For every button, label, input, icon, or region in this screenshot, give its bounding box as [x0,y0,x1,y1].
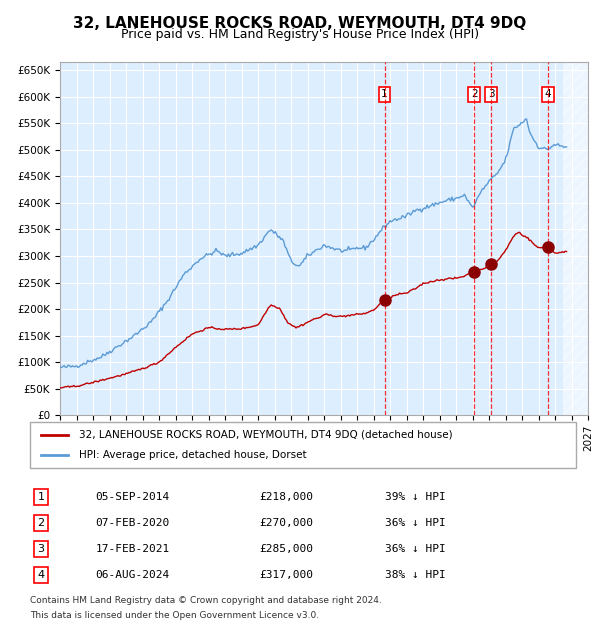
Text: 4: 4 [545,89,551,99]
Text: 38% ↓ HPI: 38% ↓ HPI [385,570,446,580]
Text: 07-FEB-2020: 07-FEB-2020 [95,518,170,528]
Text: £270,000: £270,000 [259,518,313,528]
Text: Price paid vs. HM Land Registry's House Price Index (HPI): Price paid vs. HM Land Registry's House … [121,28,479,41]
Text: 3: 3 [37,544,44,554]
Text: 1: 1 [37,492,44,502]
Text: 1: 1 [381,89,388,99]
Text: 36% ↓ HPI: 36% ↓ HPI [385,518,446,528]
Text: 05-SEP-2014: 05-SEP-2014 [95,492,170,502]
Text: 2: 2 [37,518,44,528]
Text: 06-AUG-2024: 06-AUG-2024 [95,570,170,580]
Text: 32, LANEHOUSE ROCKS ROAD, WEYMOUTH, DT4 9DQ (detached house): 32, LANEHOUSE ROCKS ROAD, WEYMOUTH, DT4 … [79,430,453,440]
Text: 3: 3 [488,89,494,99]
Text: 39% ↓ HPI: 39% ↓ HPI [385,492,446,502]
Text: 32, LANEHOUSE ROCKS ROAD, WEYMOUTH, DT4 9DQ: 32, LANEHOUSE ROCKS ROAD, WEYMOUTH, DT4 … [73,16,527,30]
Text: 4: 4 [37,570,44,580]
Text: £317,000: £317,000 [259,570,313,580]
Text: HPI: Average price, detached house, Dorset: HPI: Average price, detached house, Dors… [79,450,307,460]
Text: 17-FEB-2021: 17-FEB-2021 [95,544,170,554]
Text: 36% ↓ HPI: 36% ↓ HPI [385,544,446,554]
Text: This data is licensed under the Open Government Licence v3.0.: This data is licensed under the Open Gov… [30,611,319,620]
Bar [563,62,588,415]
Text: £218,000: £218,000 [259,492,313,502]
FancyBboxPatch shape [30,422,576,468]
Text: 2: 2 [471,89,478,99]
Text: £285,000: £285,000 [259,544,313,554]
Text: Contains HM Land Registry data © Crown copyright and database right 2024.: Contains HM Land Registry data © Crown c… [30,596,382,605]
